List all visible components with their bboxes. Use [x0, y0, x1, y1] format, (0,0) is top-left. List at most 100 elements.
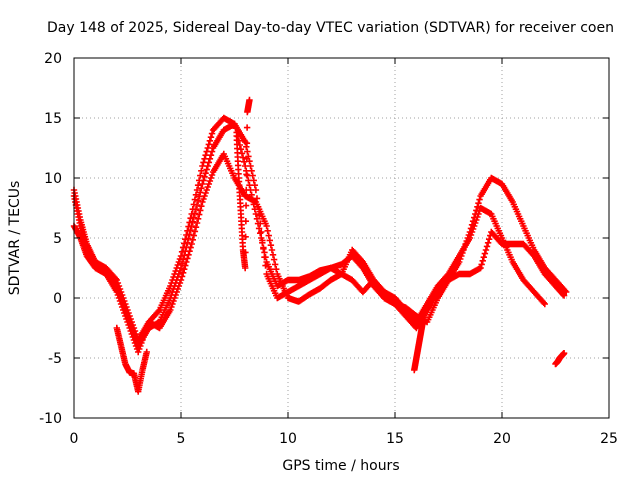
data-point — [482, 246, 490, 254]
data-point — [200, 177, 207, 184]
data-point — [128, 330, 135, 338]
y-tick-label: 10 — [44, 171, 62, 187]
data-point — [242, 202, 250, 209]
data-point — [201, 192, 208, 200]
data-point — [474, 213, 481, 221]
series-fragment-4 — [552, 350, 568, 368]
data-point — [174, 261, 181, 269]
data-point — [206, 155, 214, 162]
data-point — [204, 162, 211, 170]
data-point — [560, 350, 568, 357]
x-axis-label: GPS time / hours — [282, 458, 399, 474]
data-point — [201, 155, 208, 162]
data-point — [246, 182, 253, 189]
data-point — [179, 256, 187, 263]
data-point — [201, 173, 208, 180]
axis-ticks — [73, 57, 610, 419]
data-point — [141, 330, 148, 338]
data-point — [263, 222, 270, 230]
data-point — [202, 152, 209, 159]
data-point — [131, 339, 139, 347]
data-point — [189, 218, 196, 225]
data-point — [175, 282, 183, 290]
data-point — [467, 231, 475, 239]
data-point — [246, 96, 253, 104]
data-point — [194, 182, 202, 189]
data-point — [115, 294, 123, 302]
data-point — [208, 171, 216, 179]
data-point — [198, 167, 205, 174]
y-tick-label: 15 — [44, 111, 62, 127]
data-point — [480, 254, 488, 261]
x-tick-label: 15 — [386, 431, 404, 447]
data-point — [176, 267, 184, 275]
data-point — [193, 186, 201, 194]
data-point — [183, 258, 190, 266]
data-point — [194, 197, 202, 204]
data-point — [175, 270, 183, 278]
data-point — [118, 303, 126, 311]
data-point — [484, 239, 492, 246]
data-point — [475, 210, 482, 218]
data-point — [243, 155, 250, 162]
data-marks — [70, 96, 570, 395]
data-point — [120, 306, 127, 314]
data-point — [273, 266, 280, 273]
data-point — [195, 193, 203, 200]
data-point — [267, 242, 275, 249]
data-point — [193, 201, 201, 209]
data-point — [184, 239, 191, 246]
chart-title: Day 148 of 2025, Sidereal Day-to-day VTE… — [47, 20, 614, 36]
data-point — [256, 230, 264, 237]
data-point — [242, 264, 249, 272]
data-point — [167, 306, 174, 314]
data-point — [137, 342, 144, 350]
data-point — [185, 235, 192, 242]
data-point — [206, 137, 214, 144]
y-tick-label: 20 — [44, 51, 62, 67]
data-point — [127, 327, 134, 335]
series-fragment-1 — [113, 324, 150, 395]
series-track-2 — [70, 120, 548, 350]
data-point — [231, 120, 238, 128]
data-point — [252, 186, 260, 194]
data-point — [170, 297, 177, 305]
data-point — [476, 196, 483, 203]
data-point — [242, 218, 250, 225]
data-point — [143, 348, 150, 356]
data-point — [243, 186, 250, 194]
data-point — [117, 300, 125, 308]
data-point — [172, 291, 179, 299]
data-point — [194, 215, 202, 222]
data-point — [259, 239, 266, 246]
data-point — [206, 177, 214, 185]
data-point — [130, 336, 138, 344]
data-point — [242, 162, 249, 170]
data-point — [174, 285, 181, 293]
data-point — [178, 260, 186, 267]
data-point — [136, 345, 143, 353]
data-point — [195, 211, 203, 218]
data-point — [186, 231, 193, 238]
data-point — [248, 167, 255, 174]
x-tick-label: 25 — [600, 431, 618, 447]
data-point — [207, 134, 215, 141]
data-point — [262, 254, 269, 261]
data-point — [541, 300, 548, 308]
data-point — [190, 232, 198, 239]
data-point — [261, 249, 268, 256]
data-point — [193, 219, 201, 227]
data-point — [472, 219, 479, 227]
data-point — [254, 220, 262, 227]
data-point — [138, 339, 145, 347]
data-point — [129, 333, 137, 341]
data-point — [481, 250, 489, 257]
data-point — [265, 232, 272, 239]
data-point — [468, 228, 476, 236]
x-tick-label: 0 — [70, 431, 79, 447]
series-fragment-3 — [411, 318, 427, 374]
data-point — [191, 196, 199, 203]
data-point — [470, 222, 478, 230]
data-point — [197, 207, 204, 214]
